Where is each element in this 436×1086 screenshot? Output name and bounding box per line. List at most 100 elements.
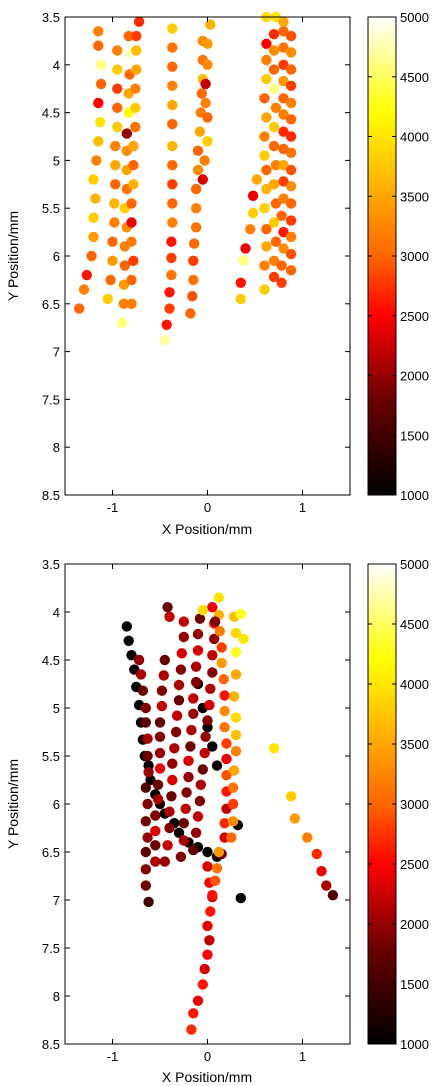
data-point	[166, 252, 177, 264]
data-point	[128, 179, 139, 190]
data-point	[164, 806, 175, 817]
data-point	[154, 747, 166, 759]
data-point	[278, 243, 289, 254]
data-point	[245, 224, 256, 235]
data-point	[173, 827, 185, 838]
data-point	[81, 269, 93, 281]
data-point	[112, 102, 123, 114]
data-point	[188, 255, 199, 266]
colorbar-gradient	[367, 563, 397, 1045]
data-point	[270, 160, 282, 171]
data-point	[190, 676, 202, 688]
data-point	[123, 30, 134, 42]
data-point	[230, 669, 242, 680]
data-point	[176, 648, 187, 659]
data-point	[188, 693, 199, 704]
data-point	[285, 231, 297, 243]
data-point	[278, 42, 289, 53]
data-point	[285, 64, 297, 75]
data-point	[278, 75, 289, 87]
data-point	[152, 779, 164, 790]
data-point	[189, 238, 200, 249]
data-point	[188, 274, 199, 286]
data-point	[278, 26, 289, 37]
data-point	[261, 54, 272, 66]
data-point	[186, 724, 197, 736]
data-point	[261, 73, 272, 85]
data-point	[207, 890, 218, 901]
data-point	[164, 611, 175, 622]
data-point	[93, 97, 104, 109]
data-point	[216, 657, 227, 669]
data-point	[285, 215, 297, 226]
y-tick-label: 8	[53, 989, 60, 1004]
y-tick-label: 6	[53, 797, 60, 812]
x-tick-label: 0	[204, 1049, 211, 1064]
y-tick-label: 7.5	[42, 392, 60, 407]
data-point	[197, 764, 208, 775]
data-point	[135, 669, 147, 680]
data-point	[131, 30, 142, 42]
data-point	[167, 80, 178, 92]
data-point	[93, 40, 104, 51]
data-point	[167, 217, 178, 228]
data-point	[270, 198, 282, 209]
data-point	[289, 813, 301, 824]
x-tick-label: 1	[299, 1049, 306, 1064]
x-axis-label: X Position/mm	[162, 521, 252, 537]
data-point	[207, 667, 218, 678]
data-point	[150, 840, 161, 851]
data-point	[126, 274, 137, 286]
data-point	[164, 822, 175, 834]
y-tick-label: 6.5	[42, 297, 60, 312]
data-point	[214, 626, 225, 637]
data-point	[167, 160, 178, 171]
data-point	[228, 765, 240, 776]
data-point	[185, 741, 196, 752]
data-point	[188, 708, 199, 719]
data-point	[86, 250, 97, 262]
y-tick-label: 4.5	[42, 106, 60, 121]
data-point	[268, 121, 280, 133]
data-point	[278, 16, 289, 27]
y-tick-label: 5	[53, 701, 60, 716]
data-point	[235, 892, 246, 904]
data-point	[126, 236, 137, 247]
data-point	[74, 303, 85, 314]
data-point	[247, 207, 259, 219]
colorbar-tick-label: 2500	[400, 857, 429, 872]
data-point	[152, 794, 164, 805]
x-tick-label: 0	[204, 500, 211, 515]
data-point	[185, 308, 196, 319]
data-point	[261, 224, 272, 235]
data-point	[131, 64, 142, 75]
data-point	[238, 633, 249, 645]
data-point	[192, 164, 204, 176]
data-point	[213, 846, 225, 858]
data-point	[126, 217, 137, 228]
data-point	[259, 260, 270, 271]
data-point	[159, 334, 170, 346]
data-point	[123, 635, 134, 646]
data-point	[268, 140, 280, 152]
data-point	[190, 661, 202, 672]
data-point	[116, 317, 128, 329]
data-point	[107, 236, 118, 247]
data-point	[133, 654, 145, 666]
data-point	[161, 319, 172, 330]
data-point	[259, 150, 270, 161]
data-point	[285, 147, 297, 158]
data-point	[162, 840, 173, 851]
y-tick-label: 8.5	[42, 1037, 60, 1052]
tick-layer: -1 0 1 3.5 4 4.5 5 5.5 6 6.5 7 7.5 8 8.5	[42, 10, 350, 515]
colorbar-tick-label: 1500	[400, 428, 429, 443]
data-point	[126, 298, 137, 309]
data-point	[109, 217, 120, 228]
data-point	[140, 880, 151, 891]
data-point	[202, 715, 213, 726]
data-point	[261, 183, 272, 195]
data-point	[175, 664, 187, 675]
y-tick-label: 5	[53, 153, 60, 168]
data-point	[278, 109, 289, 120]
data-point	[140, 864, 151, 875]
